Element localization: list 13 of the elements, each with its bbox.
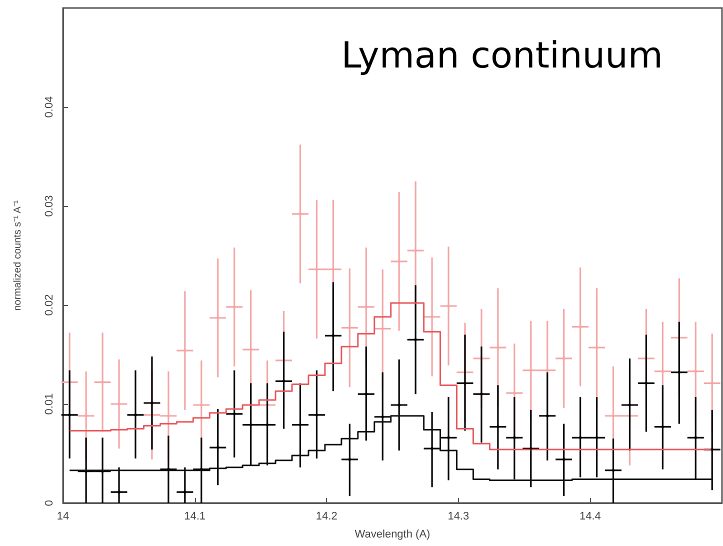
annotation: Lyman continuum	[341, 36, 664, 76]
y-axis-title: normalized counts s⁻¹ A⁻¹	[12, 200, 24, 311]
y-tick-label: 0	[44, 500, 56, 506]
y-tick-label: 0.01	[44, 393, 56, 415]
x-tick-label: 14.2	[316, 510, 338, 522]
x-tick-label: 14.3	[448, 510, 470, 522]
x-tick-label: 14.1	[184, 510, 206, 522]
y-tick-label: 0.02	[44, 294, 56, 316]
x-tick-label: 14.4	[579, 510, 601, 522]
y-tick-label: 0.04	[44, 96, 56, 118]
x-axis-title: Wavelength (A)	[354, 528, 430, 540]
x-tick-label: 14	[56, 510, 70, 522]
y-tick-label: 0.03	[44, 195, 56, 217]
